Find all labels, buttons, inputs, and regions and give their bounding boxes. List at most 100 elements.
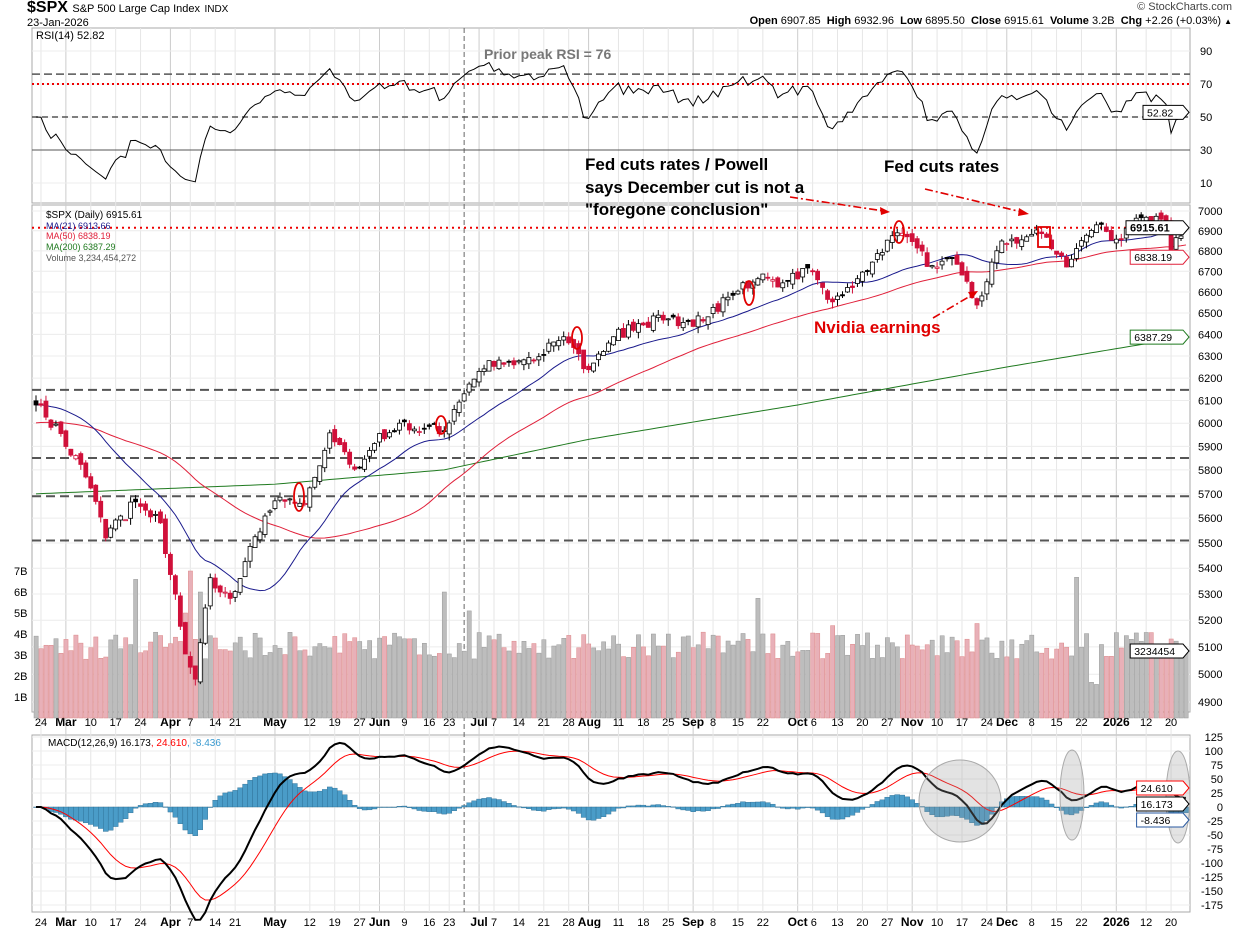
volume-bar	[262, 655, 268, 719]
candle-body	[884, 239, 890, 252]
volume-bar	[710, 634, 716, 719]
x-axis-label: Oct	[788, 915, 808, 928]
candle-body	[755, 278, 761, 286]
candle-body	[411, 428, 417, 432]
macd-histogram-bar	[1113, 806, 1120, 808]
volume-bar	[207, 635, 213, 719]
volume-bar	[357, 641, 363, 719]
price-axis-label: 6800	[1198, 246, 1222, 258]
candle-body	[163, 518, 168, 555]
volume-bar	[43, 644, 49, 719]
macd-histogram-bar	[456, 806, 462, 809]
candle-body	[267, 510, 273, 513]
macd-histogram-bar	[1103, 802, 1110, 808]
macd-histogram-bar	[471, 800, 477, 808]
volume-bar	[735, 640, 741, 719]
macd-histogram-bar	[1038, 797, 1045, 808]
volume-bar	[178, 641, 183, 719]
macd-histogram-bar	[227, 791, 233, 808]
candle-body	[974, 298, 980, 306]
macd-histogram-bar	[640, 804, 647, 808]
macd-histogram-bar	[561, 806, 567, 809]
volume-bar	[352, 637, 358, 719]
candle-body	[556, 340, 562, 347]
macd-histogram-bar	[894, 794, 900, 808]
candle-body	[282, 499, 288, 502]
price-axis-label: 5400	[1198, 563, 1222, 575]
volume-bar	[820, 658, 826, 719]
highlight-ellipse	[571, 326, 583, 350]
macd-histogram-bar	[137, 805, 144, 808]
x-axis-label: 24	[35, 917, 47, 928]
volume-bar	[1064, 646, 1069, 719]
volume-bar	[571, 658, 577, 719]
candle-body	[551, 341, 557, 347]
volume-bar	[461, 650, 467, 719]
candle-body	[1093, 224, 1099, 234]
macd-axis-label: -50	[1207, 830, 1223, 842]
highlight-ellipse	[743, 280, 755, 306]
rsi-axis-label: 10	[1200, 178, 1212, 190]
candle-body	[1029, 233, 1035, 237]
macd-histogram-bar	[302, 790, 308, 808]
macd-histogram-bar	[680, 806, 686, 811]
macd-histogram-bar	[899, 794, 905, 808]
close-value-tag: 6915.61	[1130, 223, 1170, 235]
x-axis-label: 18	[637, 717, 649, 729]
ohlc-readout: Open 6907.85 High 6932.96 Low 6895.50 Cl…	[750, 15, 1232, 28]
ma50-legend: MA(50) 6838.19	[46, 231, 111, 241]
macd-histogram-bar	[585, 806, 592, 821]
macd-histogram-bar	[1043, 799, 1050, 808]
candle-body	[202, 607, 208, 644]
x-axis-label: 22	[1075, 917, 1087, 928]
candle-body	[730, 292, 736, 296]
macd-legend: MACD(12,26,9) 16.173, 24.610, -8.436	[48, 738, 221, 749]
volume-bar	[491, 639, 497, 719]
ma50-line	[35, 244, 1187, 539]
volume-bar	[725, 640, 731, 719]
x-axis-label: Oct	[788, 715, 808, 729]
x-axis-label: 11	[613, 917, 624, 928]
macd-histogram-bar	[600, 806, 607, 817]
volume-bar	[327, 647, 333, 719]
candle-body	[88, 476, 94, 489]
x-axis-label: 7	[491, 717, 497, 729]
candle-body	[531, 359, 537, 362]
candle-body	[192, 665, 198, 680]
x-axis-label: 19	[329, 917, 341, 928]
volume-bar	[666, 633, 671, 719]
macd-axis-label: -175	[1201, 900, 1223, 912]
volume-bar	[825, 653, 831, 719]
volume-bar	[402, 638, 407, 719]
macd-histogram-bar	[615, 806, 622, 809]
candle-body	[700, 319, 706, 322]
macd-histogram-bar	[551, 806, 557, 810]
volume-bar	[153, 631, 158, 719]
macd-axis-label: -100	[1201, 858, 1223, 870]
candle-body	[63, 430, 69, 447]
volume-bar	[342, 633, 348, 719]
volume-axis-label: 5B	[14, 608, 27, 620]
volume-bar	[1024, 640, 1030, 719]
x-axis-label: May	[263, 715, 287, 729]
candle-body	[561, 336, 567, 341]
volume-bar	[626, 657, 631, 719]
macd-histogram-bar	[531, 806, 537, 811]
volume-bar	[541, 639, 547, 719]
x-axis-label: 9	[401, 717, 407, 729]
candle-body	[810, 270, 816, 273]
ma21-legend: MA(21) 6913.66	[46, 221, 111, 231]
chg-value: +2.26 (+0.03%)	[1145, 15, 1222, 27]
macd-histogram-bar	[630, 805, 637, 808]
volume-bar	[297, 650, 303, 719]
macd-histogram-bar	[829, 806, 836, 820]
volume-bar	[1109, 656, 1114, 719]
candle-body	[187, 656, 193, 668]
candle-body	[177, 595, 183, 627]
candle-body	[934, 266, 940, 269]
macd-histogram-bar	[859, 806, 866, 810]
volume-bar	[1168, 638, 1174, 719]
ma50-value-tag-box	[1129, 249, 1190, 265]
volume-bar	[606, 648, 611, 719]
